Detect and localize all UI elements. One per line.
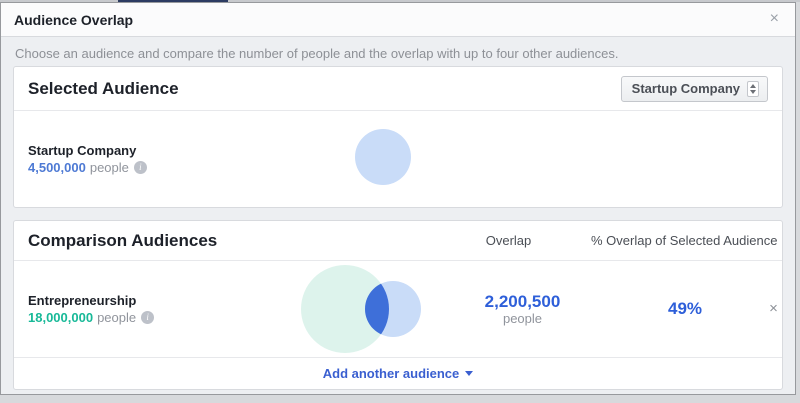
comparison-audiences-title: Comparison Audiences	[28, 230, 218, 250]
selected-audience-circle-chart	[270, 124, 440, 194]
overlap-unit: people	[502, 310, 543, 326]
page-behind-navy-bar	[118, 0, 228, 2]
dialog-header: Audience Overlap ×	[1, 3, 795, 37]
overlap-venn-chart	[270, 261, 440, 357]
selected-audience-count: 4,500,000	[28, 159, 86, 175]
selected-audience-info: Startup Company 4,500,000 people i	[28, 142, 270, 177]
dialog-description: Choose an audience and compare the numbe…	[15, 46, 619, 61]
selected-audience-name: Startup Company	[28, 142, 137, 158]
overlap-percentage: 49%	[667, 299, 703, 318]
sort-arrows-icon	[747, 80, 759, 97]
comparison-audience-circle	[301, 265, 389, 353]
comparison-header-row: Comparison Audiences Overlap % Overlap o…	[14, 221, 782, 261]
comparison-audiences-card: Comparison Audiences Overlap % Overlap o…	[13, 220, 783, 390]
selected-audience-header: Selected Audience Startup Company	[14, 67, 782, 111]
selected-circle-svg	[355, 129, 411, 185]
audience-overlap-dialog: Audience Overlap × Choose an audience an…	[0, 2, 796, 395]
overlap-column-header: Overlap	[485, 233, 532, 248]
chevron-down-icon	[465, 371, 474, 376]
comparison-audience-name: Entrepreneurship	[28, 292, 137, 308]
info-icon[interactable]: i	[141, 311, 155, 324]
add-another-audience-label: Add another audience	[322, 366, 460, 381]
close-icon[interactable]: ×	[769, 10, 779, 27]
page-behind-strip	[0, 0, 800, 2]
remove-audience-icon[interactable]: ×	[769, 300, 778, 317]
selected-audience-dropdown[interactable]: Startup Company	[620, 75, 768, 102]
selected-audience-unit: people	[89, 159, 129, 175]
dialog-title: Audience Overlap	[14, 11, 134, 28]
comparison-audience-info: Entrepreneurship 18,000,000 people i	[28, 292, 270, 327]
add-another-audience-button[interactable]: Add another audience	[323, 366, 474, 381]
overlap-count: 2,200,500	[484, 291, 561, 311]
selected-audience-row: Startup Company 4,500,000 people i	[14, 111, 782, 207]
comparison-audience-count: 18,000,000	[28, 309, 94, 325]
selected-audience-dropdown-label: Startup Company	[631, 81, 740, 96]
selected-audience-card: Selected Audience Startup Company Startu…	[13, 66, 783, 208]
overlap-value-cell: 2,200,500 people	[440, 292, 605, 327]
selected-audience-circle	[355, 129, 411, 185]
selected-audience-title: Selected Audience	[28, 78, 179, 98]
comparison-audience-unit: people	[97, 309, 137, 325]
comparison-row-entrepreneurship: Entrepreneurship 18,000,000 people i	[14, 261, 782, 357]
pct-overlap-column-header: % Overlap of Selected Audience	[591, 233, 778, 248]
dialog-body: Choose an audience and compare the numbe…	[1, 46, 795, 390]
overlap-intersection	[365, 281, 389, 337]
comparison-card-footer: Add another audience	[14, 357, 782, 389]
info-icon[interactable]: i	[133, 161, 147, 174]
venn-svg	[301, 265, 421, 353]
